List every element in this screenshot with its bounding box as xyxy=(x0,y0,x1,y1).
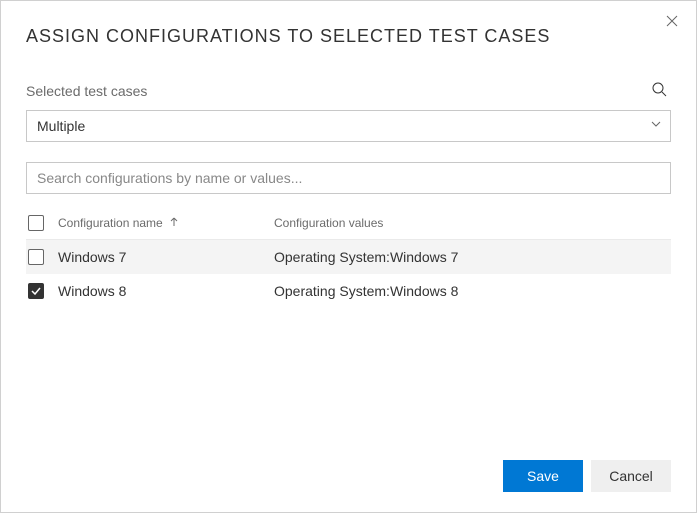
search-test-cases-button[interactable] xyxy=(647,77,671,104)
row-checkbox[interactable] xyxy=(28,283,44,299)
test-cases-dropdown[interactable]: Multiple xyxy=(26,110,671,142)
table-row[interactable]: Windows 7Operating System:Windows 7 xyxy=(26,240,671,274)
dropdown-value: Multiple xyxy=(37,118,85,134)
search-configurations-box xyxy=(26,162,671,194)
select-all-checkbox[interactable] xyxy=(28,215,44,231)
row-checkbox[interactable] xyxy=(28,249,44,265)
row-values-cell: Operating System:Windows 8 xyxy=(274,283,671,299)
column-header-values[interactable]: Configuration values xyxy=(274,216,671,230)
row-checkbox-cell xyxy=(26,283,58,299)
configurations-table: Configuration name Configuration values … xyxy=(26,206,671,308)
column-values-label: Configuration values xyxy=(274,216,383,230)
search-icon xyxy=(651,81,667,97)
row-values-cell: Operating System:Windows 7 xyxy=(274,249,671,265)
dialog-title: ASSIGN CONFIGURATIONS TO SELECTED TEST C… xyxy=(1,1,696,47)
close-icon xyxy=(666,15,678,27)
cancel-button[interactable]: Cancel xyxy=(591,460,671,492)
sort-ascending-icon xyxy=(169,216,179,230)
select-all-cell xyxy=(26,215,58,231)
row-name-cell: Windows 8 xyxy=(58,283,274,299)
chevron-down-icon xyxy=(650,117,662,135)
column-name-label: Configuration name xyxy=(58,216,163,230)
close-button[interactable] xyxy=(660,9,684,33)
column-header-name[interactable]: Configuration name xyxy=(58,216,274,230)
test-cases-label: Selected test cases xyxy=(26,83,147,99)
row-checkbox-cell xyxy=(26,249,58,265)
save-button[interactable]: Save xyxy=(503,460,583,492)
row-name-cell: Windows 7 xyxy=(58,249,274,265)
test-cases-section-header: Selected test cases xyxy=(1,47,696,110)
dialog-footer: Save Cancel xyxy=(503,460,671,492)
table-header-row: Configuration name Configuration values xyxy=(26,206,671,240)
search-configurations-input[interactable] xyxy=(27,163,670,193)
table-row[interactable]: Windows 8Operating System:Windows 8 xyxy=(26,274,671,308)
